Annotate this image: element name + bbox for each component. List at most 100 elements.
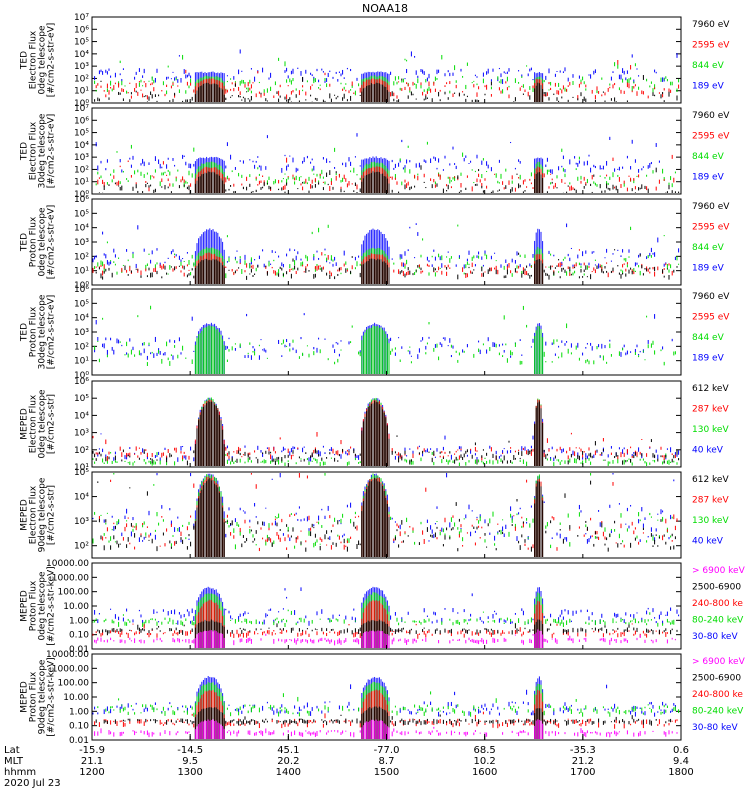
y-tick-label: 10² [74, 342, 89, 352]
panel-1: 10⁰ 10¹ 10² 10³ 10⁴ 10⁵ 10⁶ 10⁷ TEDElectron Flux… [20, 13, 731, 109]
legend-label: 612 keV [692, 384, 729, 394]
y-axis-label-line: TED [20, 51, 30, 70]
y-tick-label: 10⁴ [74, 224, 89, 234]
legend-label: 612 keV [692, 475, 729, 485]
legend-label: 189 eV [692, 172, 725, 182]
legend-label: 189 eV [692, 263, 725, 273]
y-axis-label-line: Electron Flux [29, 485, 39, 544]
legend-label: 7960 eV [692, 20, 730, 30]
y-tick-label: 10¹ [74, 87, 89, 97]
y-axis-label-line: [#/cm2-s-str] [47, 485, 57, 545]
y-axis-label-line: Electron Flux [29, 121, 39, 180]
y-axis-label-line: [#/cm2-s-str-eV] [47, 23, 57, 98]
panel-7: 0.010.101.0010.00100.001000.0010000.00ME… [20, 559, 746, 655]
panel-frame [91, 198, 682, 286]
y-axis-label-line: 0deg telescope [38, 571, 48, 641]
legend-label: 189 eV [692, 81, 725, 91]
legend-label: 7960 eV [692, 202, 730, 212]
y-tick-label: 10⁵ [74, 468, 89, 478]
panel-4: 10⁰ 10¹ 10² 10³ 10⁴ 10⁵ 10⁶ TEDProton Flux30deg… [20, 285, 731, 381]
panel-frame [91, 380, 682, 468]
y-axis-label-line: MEPED [20, 408, 30, 440]
legend-label: 2595 eV [692, 222, 730, 232]
y-tick-label: 100.00 [58, 588, 90, 598]
y-axis-label-line: Proton Flux [29, 306, 39, 357]
series-7960-ev [98, 165, 680, 193]
y-tick-label: 10⁶ [74, 285, 89, 295]
legend-label: 130 keV [692, 516, 729, 526]
y-tick-label: 10⁶ [74, 25, 89, 35]
y-axis-label: TEDElectron Flux30deg telescope[#/cm2-s-… [20, 113, 57, 188]
y-tick-label: 0.10 [69, 631, 89, 641]
y-axis-label-line: TED [20, 323, 30, 342]
y-tick-label: 10⁰ [74, 371, 89, 381]
legend-label: 287 keV [692, 495, 729, 505]
y-tick-label: 10⁴ [74, 411, 89, 421]
y-tick-label: 10⁴ [74, 141, 89, 151]
legend-label: > 6900 keV [692, 566, 746, 576]
legend-label: 7960 eV [692, 111, 730, 121]
y-tick-label: 10⁵ [74, 38, 89, 48]
series-7960-ev [94, 75, 678, 102]
legend-label: 30-80 keV [692, 632, 738, 642]
y-axis-label-line: MEPED [20, 499, 30, 531]
legend-label: 844 eV [692, 152, 725, 162]
legend-label: 2595 eV [692, 131, 730, 141]
y-axis-label-line: Proton Flux [29, 216, 39, 267]
y-tick-label: 10⁵ [74, 299, 89, 309]
y-tick-label: 10³ [74, 328, 89, 338]
y-tick-label: 10¹ [74, 463, 89, 473]
panel-6: 10² 10³ 10⁴ 10⁵ MEPEDElectron Flux90deg tele… [20, 468, 729, 559]
y-tick-label: 10² [74, 446, 89, 456]
legend-label: 40 keV [692, 445, 724, 455]
y-axis-label-line: [#/cm2-s-str-eV] [47, 114, 57, 189]
y-tick-label: 10000.00 [46, 559, 89, 569]
y-tick-label: 10⁰ [74, 281, 89, 291]
series-7960-ev [95, 249, 678, 284]
y-axis-label: MEPEDProton Flux0deg telescope[#/cm2-s-s… [20, 566, 57, 645]
y-axis-label-line: [#/cm2-s-str] [47, 394, 57, 454]
y-axis-label: MEPEDElectron Flux0deg telescope[#/cm2-s… [20, 389, 57, 459]
y-tick-label: 10.00 [63, 602, 89, 612]
panel-frame [91, 562, 682, 650]
panel-frame [91, 107, 682, 195]
y-axis-label: MEPEDElectron Flux90deg telescope[#/cm2-… [20, 477, 57, 552]
y-tick-label: 10³ [74, 517, 89, 527]
y-axis-label-line: TED [20, 142, 30, 161]
y-axis-label-line: MEPED [20, 590, 30, 622]
y-tick-label: 10³ [74, 62, 89, 72]
legend-label: 2595 eV [692, 40, 730, 50]
y-tick-label: 10² [74, 165, 89, 175]
legend-label: 287 keV [692, 404, 729, 414]
y-axis-label-line: 30deg telescope [38, 113, 48, 188]
series-612-kev [97, 477, 676, 557]
panel-3: 10⁰ 10¹ 10² 10³ 10⁴ 10⁵ 10⁶ TEDProton Flux0deg … [20, 195, 731, 291]
y-tick-label: 10³ [74, 429, 89, 439]
y-axis-label-line: [#/cm2-s-str-eV] [47, 295, 57, 370]
y-tick-label: 10² [74, 74, 89, 84]
y-tick-label: 10⁵ [74, 209, 89, 219]
legend-label: 80-240 keV [692, 616, 744, 626]
y-tick-label: 10⁰ [74, 99, 89, 109]
y-axis-label-line: Electron Flux [29, 30, 39, 89]
y-axis-label-line: 0deg telescope [38, 389, 48, 459]
y-tick-label: 10⁵ [74, 394, 89, 404]
legend-label: 844 eV [692, 243, 725, 253]
legend-label: 189 eV [692, 353, 725, 363]
y-tick-label: 1000.00 [52, 573, 89, 583]
y-tick-label: 10⁴ [74, 493, 89, 503]
y-tick-label: 10¹ [74, 267, 89, 277]
y-tick-label: 10² [74, 252, 89, 262]
panel-2: 10⁰ 10¹ 10² 10³ 10⁴ 10⁵ 10⁶ 10⁷ TEDElectron Flux… [20, 104, 731, 200]
y-tick-label: 10¹ [74, 178, 89, 188]
panel-frame [91, 288, 682, 376]
panel-frame [91, 16, 682, 104]
y-axis-label-line: [#/cm2-s-str-keV] [47, 566, 57, 645]
y-tick-label: 10² [74, 542, 89, 552]
y-tick-label: 10⁵ [74, 129, 89, 139]
y-axis-label-line: Proton Flux [29, 580, 39, 631]
y-tick-label: 10⁶ [74, 195, 89, 205]
legend-label: 40 keV [692, 536, 724, 546]
y-axis-label-line: TED [20, 233, 30, 252]
